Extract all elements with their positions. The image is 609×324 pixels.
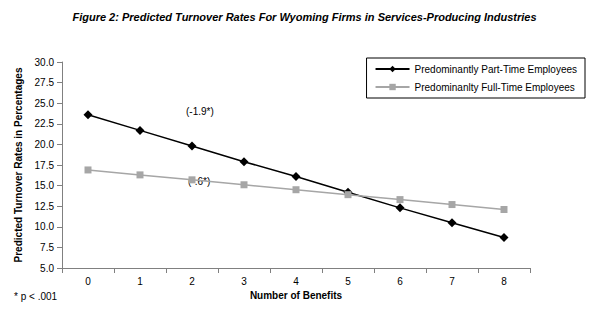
svg-text:* p < .001: * p < .001 [14,291,58,302]
svg-text:(-.6*): (-.6*) [188,175,211,187]
svg-text:Predominanlty Full-Time Employ: Predominanlty Full-Time Employees [415,82,575,93]
svg-text:10.0: 10.0 [35,221,55,232]
svg-text:15.0: 15.0 [35,180,55,191]
svg-text:30.0: 30.0 [35,57,55,68]
svg-text:12.5: 12.5 [35,201,55,212]
svg-text:Number of Benefits: Number of Benefits [250,290,343,301]
svg-text:Predominantly Part-Time Employ: Predominantly Part-Time Employees [415,64,577,75]
svg-text:6: 6 [397,276,403,287]
svg-text:1: 1 [137,276,143,287]
svg-text:0: 0 [85,276,91,287]
svg-text:25.0: 25.0 [35,98,55,109]
svg-text:Figure 2: Predicted Turnover R: Figure 2: Predicted Turnover Rates For W… [72,11,536,23]
svg-text:5.0: 5.0 [40,263,54,274]
svg-text:8: 8 [501,276,507,287]
svg-text:27.5: 27.5 [35,77,55,88]
svg-text:22.5: 22.5 [35,118,55,129]
svg-text:3: 3 [241,276,247,287]
svg-text:Predicted Turnover Rates in Pe: Predicted Turnover Rates in Percentages [13,67,24,262]
svg-text:5: 5 [345,276,351,287]
svg-text:2: 2 [189,276,195,287]
svg-text:7.5: 7.5 [40,242,54,253]
svg-text:17.5: 17.5 [35,160,55,171]
svg-text:20.0: 20.0 [35,139,55,150]
svg-text:7: 7 [449,276,455,287]
svg-text:4: 4 [293,276,299,287]
svg-text:(-1.9*): (-1.9*) [186,106,214,117]
